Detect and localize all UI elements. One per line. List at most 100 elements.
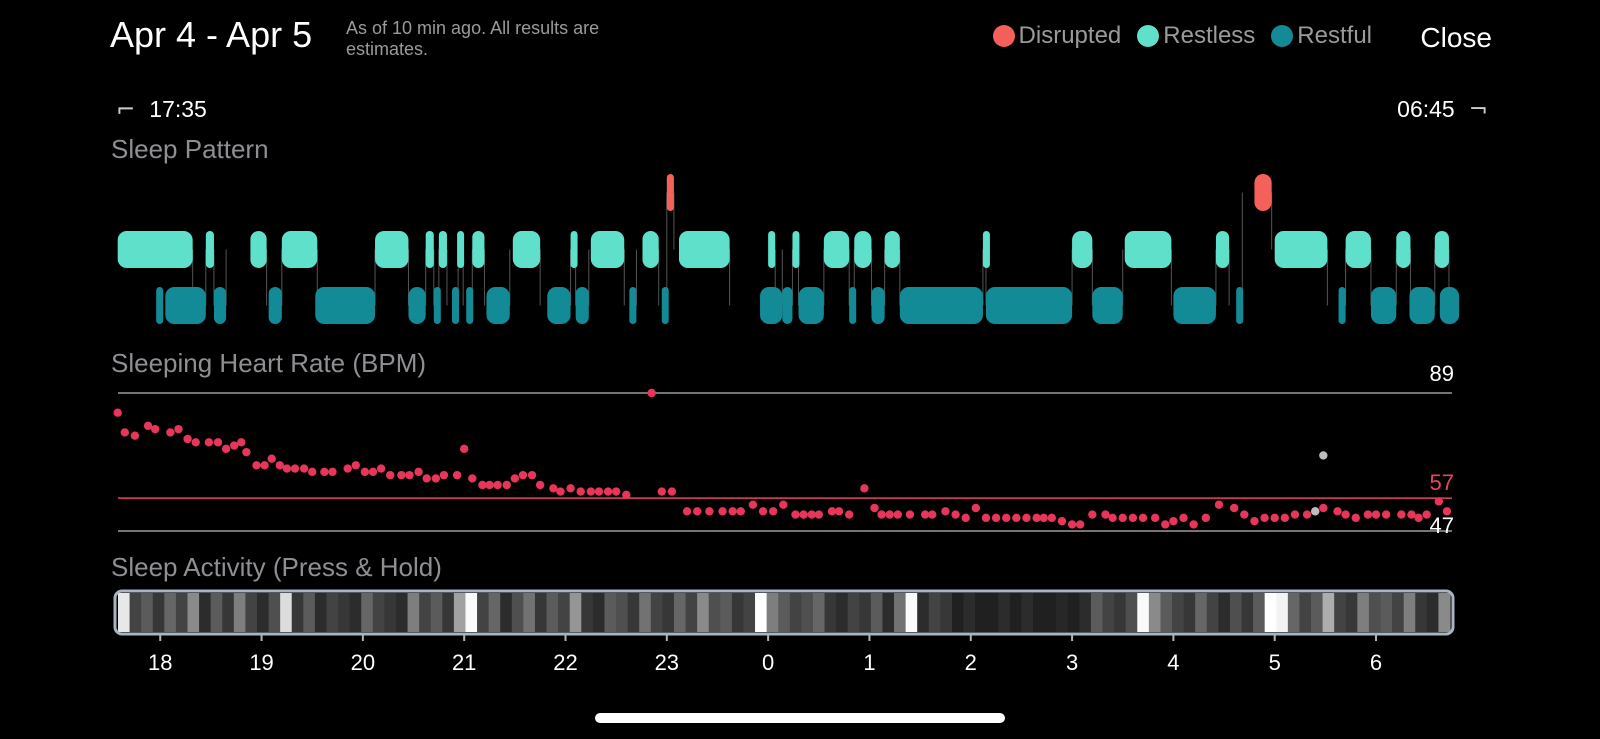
sleep-segment-restful xyxy=(433,287,441,324)
sleep-segment-restless xyxy=(250,231,267,268)
activity-cell xyxy=(303,593,316,632)
hr-point xyxy=(328,467,337,477)
time-range-end[interactable]: 06:45 ¬ xyxy=(1397,96,1488,123)
range-start-bracket-icon: ⌐ xyxy=(116,97,136,123)
activity-cell xyxy=(1090,593,1104,632)
hr-point xyxy=(1341,510,1350,519)
hr-point xyxy=(1442,507,1452,516)
hr-point xyxy=(299,464,309,473)
axis-tick-label: 20 xyxy=(351,650,375,675)
hr-point xyxy=(1189,520,1198,529)
hr-point xyxy=(736,507,745,516)
activity-cell xyxy=(685,593,698,632)
time-axis: 18 19 20 21 22 23 0 1 2 3 4 5 6 xyxy=(148,634,1382,675)
activity-cell xyxy=(569,593,582,632)
range-start-time: 17:35 xyxy=(149,96,207,122)
sleep-segment-restless xyxy=(792,231,800,268)
hr-point xyxy=(844,510,854,519)
hr-point xyxy=(376,464,386,473)
hr-point xyxy=(814,510,823,519)
activity-cell xyxy=(1009,593,1023,632)
activity-cell xyxy=(338,593,351,632)
hr-point xyxy=(1397,510,1406,519)
hr-point xyxy=(705,507,714,516)
activity-cell xyxy=(824,593,837,632)
hr-point xyxy=(791,510,800,519)
time-range-start[interactable]: ⌐ 17:35 xyxy=(116,96,207,123)
sleep-segment-restful xyxy=(782,287,793,324)
activity-cell xyxy=(453,593,467,632)
activity-cell xyxy=(847,593,860,632)
hr-point xyxy=(1075,520,1085,529)
hr-point xyxy=(566,484,575,493)
activity-cell xyxy=(639,593,652,632)
activity-cell xyxy=(836,593,849,632)
hr-point xyxy=(682,507,692,516)
activity-cell xyxy=(175,593,189,632)
activity-cell xyxy=(1322,593,1335,632)
sleep-segment-restful xyxy=(575,287,589,324)
hr-point xyxy=(130,431,140,440)
axis-tick-label: 21 xyxy=(452,650,476,675)
sleep-segment-restful xyxy=(1409,287,1435,324)
activity-cell xyxy=(1183,593,1196,632)
hr-point xyxy=(1260,513,1269,523)
disrupted-dot-icon xyxy=(992,25,1015,47)
activity-cell xyxy=(1079,593,1092,632)
hr-point xyxy=(1240,510,1249,519)
hr-point xyxy=(657,487,666,496)
sleep-segment-restless xyxy=(472,231,485,268)
activity-cell xyxy=(963,593,976,632)
hr-point xyxy=(1381,510,1391,519)
close-button[interactable]: Close xyxy=(1420,22,1492,53)
activity-cell xyxy=(1415,593,1428,632)
home-indicator[interactable] xyxy=(595,713,1005,723)
hr-point xyxy=(1280,513,1290,523)
sleep-activity-strip[interactable] xyxy=(118,593,1451,632)
axis-tick-label: 2 xyxy=(965,650,977,675)
activity-cell xyxy=(1033,593,1046,632)
activity-cell xyxy=(430,593,443,632)
hr-point xyxy=(1108,513,1117,523)
hr-point xyxy=(991,513,1001,523)
activity-cell xyxy=(882,593,895,632)
hr-point xyxy=(221,444,231,454)
hr-point xyxy=(1333,507,1342,516)
sleep-segment-restless xyxy=(1124,231,1172,268)
activity-cell xyxy=(627,593,640,632)
sleep-segment-restless xyxy=(512,231,541,268)
sleep-segment-restless xyxy=(982,231,990,268)
hr-point xyxy=(1414,513,1423,523)
axis-tick-label: 1 xyxy=(863,650,875,675)
activity-cell xyxy=(1114,593,1127,632)
hr-point xyxy=(611,487,621,496)
activity-cell xyxy=(291,593,304,632)
header-title: Apr 4 - Apr 5 xyxy=(110,14,313,55)
sleep-segment-restful xyxy=(629,287,637,324)
hr-point xyxy=(1128,513,1138,523)
hr-point xyxy=(351,461,360,470)
activity-cell xyxy=(118,593,131,632)
hr-point xyxy=(981,513,991,523)
sleep-segment-restful xyxy=(985,287,1073,324)
hr-point xyxy=(594,487,604,496)
activity-cell xyxy=(326,593,339,632)
activity-cell xyxy=(407,593,420,632)
header-note: As of 10 min ago. All results are estima… xyxy=(346,18,600,59)
hr-point xyxy=(1250,516,1259,526)
legend-item-restful: Restful xyxy=(1271,22,1372,50)
hr-point xyxy=(718,507,727,516)
hr-point xyxy=(320,467,329,477)
activity-cell xyxy=(1334,593,1347,632)
hr-point xyxy=(647,388,656,398)
activity-cell xyxy=(1392,593,1405,632)
hr-point xyxy=(1214,500,1224,509)
activity-cell xyxy=(917,593,930,632)
hr-point xyxy=(1012,513,1021,523)
activity-cell xyxy=(1276,593,1289,632)
hr-point xyxy=(267,454,276,463)
hr-point xyxy=(1002,513,1011,523)
hr-point xyxy=(799,510,808,519)
activity-cell xyxy=(129,593,142,632)
